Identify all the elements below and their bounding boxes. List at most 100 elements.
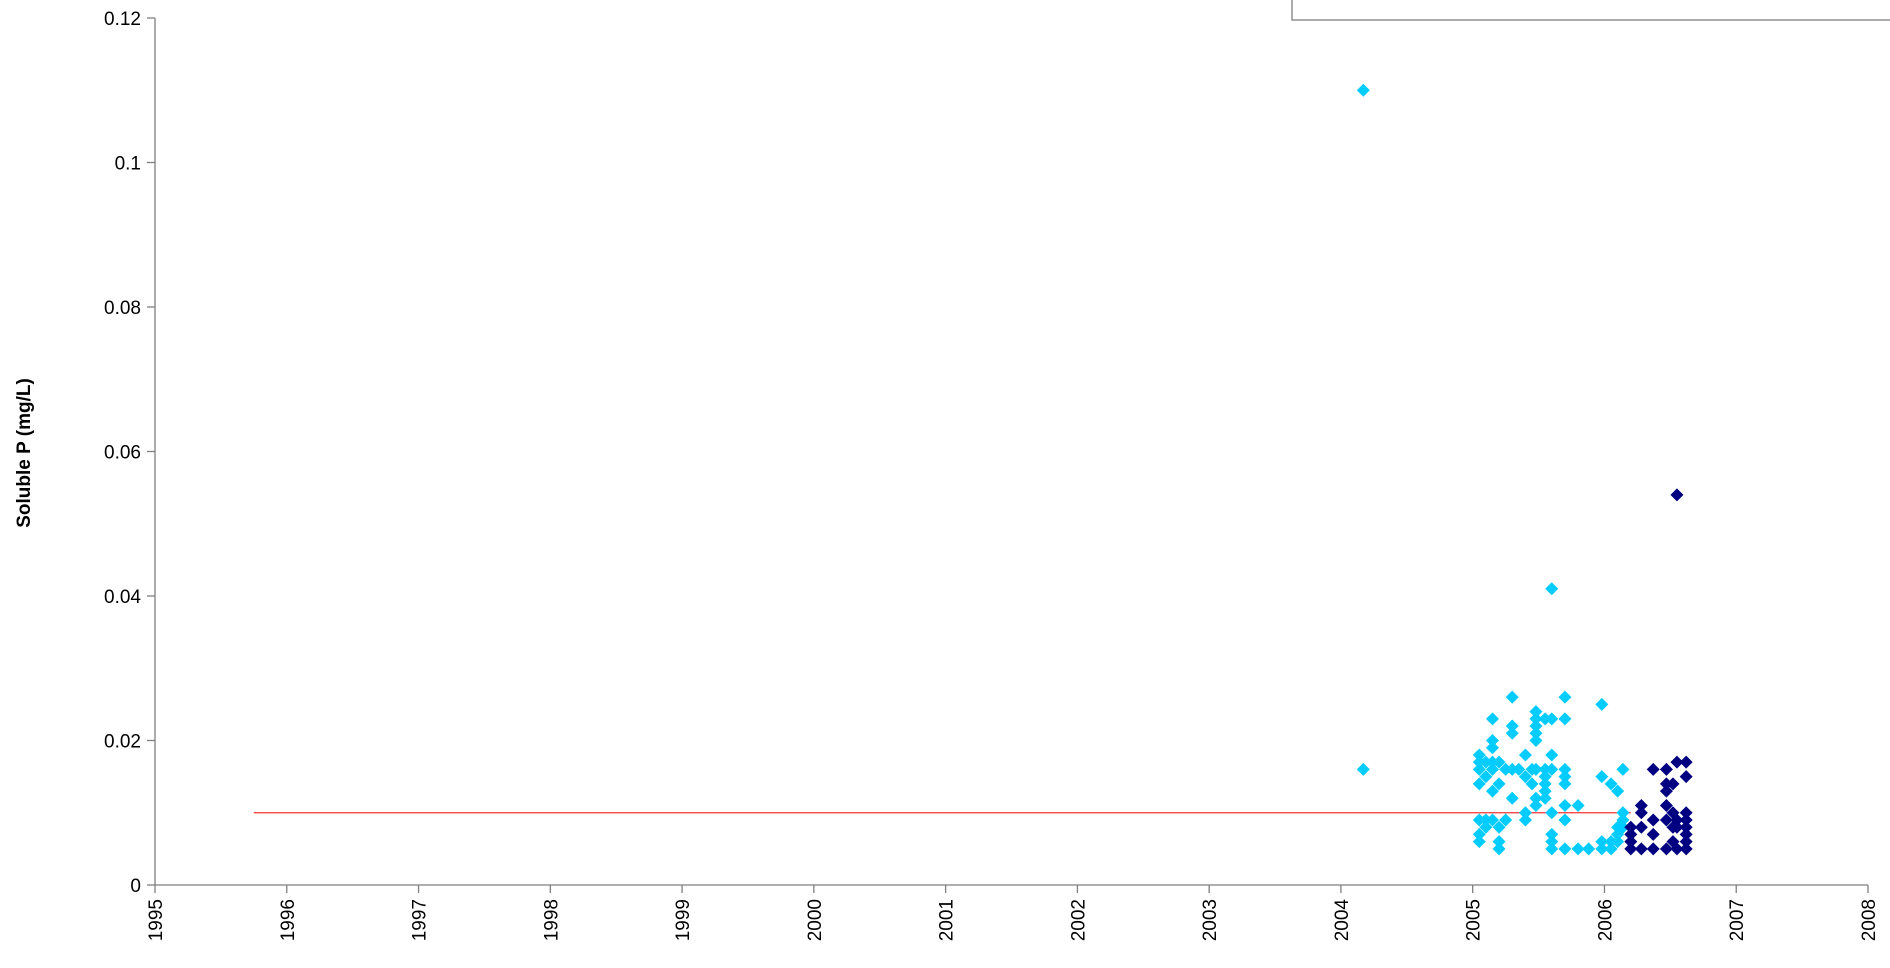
data-point-series-1 — [1595, 697, 1609, 711]
x-tick-label: 2001 — [937, 899, 958, 941]
data-point-series-1 — [1595, 842, 1609, 856]
data-point-series-1 — [1595, 770, 1609, 784]
data-point-series-1 — [1518, 748, 1532, 762]
data-point-series-1 — [1558, 712, 1572, 726]
x-axis-ticks: 1995 1996 1997 1998 1999 2000 2001 2002 2003 2004… — [146, 885, 1880, 941]
data-point-series-2 — [1679, 820, 1693, 834]
x-tick-label: 2008 — [1859, 899, 1880, 941]
legend-box — [1291, 0, 1890, 21]
x-tick-label: 1999 — [673, 899, 694, 941]
data-point-series-2 — [1679, 827, 1693, 841]
x-tick-label: 1997 — [410, 899, 431, 941]
data-point-series-1 — [1479, 755, 1493, 769]
data-point-series-1 — [1529, 726, 1543, 740]
data-point-series-1 — [1485, 813, 1499, 827]
data-point-series-1 — [1492, 835, 1506, 849]
data-point-series-1 — [1616, 820, 1630, 834]
data-point-series-1 — [1611, 784, 1625, 798]
data-point-series-2 — [1670, 842, 1684, 856]
data-point-series-1 — [1558, 690, 1572, 704]
data-point-series-1 — [1545, 827, 1559, 841]
y-axis-title: Soluble P (mg/L) — [14, 378, 35, 528]
data-point-series-1 — [1505, 762, 1519, 776]
data-point-series-1 — [1571, 799, 1585, 813]
data-point-series-1 — [1616, 813, 1630, 827]
data-point-series-1 — [1545, 762, 1559, 776]
data-point-series-2 — [1679, 770, 1693, 784]
y-tick-label: 0.1 — [115, 154, 141, 175]
data-point-series-2 — [1659, 799, 1673, 813]
data-point-series-1 — [1611, 835, 1625, 849]
data-point-series-1 — [1538, 770, 1552, 784]
data-point-series-2 — [1624, 820, 1638, 834]
data-point-series-2 — [1659, 813, 1673, 827]
data-point-series-1 — [1545, 842, 1559, 856]
data-point-series-2 — [1634, 799, 1648, 813]
data-point-series-1 — [1582, 842, 1596, 856]
y-axis-title-group: Soluble P (mg/L) — [14, 378, 35, 528]
data-point-series-1 — [1545, 835, 1559, 849]
data-point-series-1 — [1479, 820, 1493, 834]
data-point-series-2 — [1666, 777, 1680, 791]
data-points-layer — [1356, 83, 1693, 856]
data-point-series-2 — [1659, 784, 1673, 798]
data-point-series-1 — [1472, 755, 1486, 769]
y-tick-label: 0.06 — [104, 443, 141, 464]
data-point-series-1 — [1529, 719, 1543, 733]
data-point-series-1 — [1538, 762, 1552, 776]
data-point-series-2 — [1679, 842, 1693, 856]
data-point-series-1 — [1558, 777, 1572, 791]
data-point-series-1 — [1558, 799, 1572, 813]
data-point-series-1 — [1472, 827, 1486, 841]
data-point-series-1 — [1538, 777, 1552, 791]
y-tick-label: 0.02 — [104, 732, 141, 753]
data-point-series-1 — [1529, 712, 1543, 726]
x-tick-label: 2004 — [1332, 899, 1353, 942]
data-point-series-1 — [1512, 762, 1526, 776]
y-tick-label: 0.04 — [104, 587, 141, 608]
data-point-series-2 — [1670, 820, 1684, 834]
data-point-series-1 — [1479, 813, 1493, 827]
data-point-series-2 — [1670, 813, 1684, 827]
data-point-series-2 — [1679, 813, 1693, 827]
data-point-series-1 — [1538, 712, 1552, 726]
data-point-series-1 — [1616, 762, 1630, 776]
data-point-series-1 — [1558, 762, 1572, 776]
data-point-series-2 — [1634, 820, 1648, 834]
data-point-series-2 — [1624, 827, 1638, 841]
data-point-series-1 — [1472, 762, 1486, 776]
x-tick-label: 2000 — [805, 899, 826, 941]
data-point-series-2 — [1659, 777, 1673, 791]
data-point-series-1 — [1492, 755, 1506, 769]
x-tick-label: 1998 — [541, 899, 562, 941]
data-point-series-2 — [1646, 842, 1660, 856]
data-point-series-1 — [1485, 734, 1499, 747]
data-point-series-1 — [1485, 762, 1499, 776]
data-point-series-1 — [1529, 799, 1543, 813]
y-tick-label: 0 — [130, 876, 141, 897]
x-tick-label: 1996 — [278, 899, 299, 941]
data-point-series-2 — [1659, 762, 1673, 776]
data-point-series-1 — [1472, 777, 1486, 791]
data-point-series-1 — [1518, 770, 1532, 784]
data-point-series-1 — [1356, 83, 1370, 97]
data-point-series-1 — [1558, 842, 1572, 856]
data-point-series-2 — [1646, 827, 1660, 841]
data-point-series-1 — [1499, 762, 1513, 776]
data-point-series-1 — [1545, 582, 1559, 596]
data-point-series-1 — [1571, 842, 1585, 856]
data-point-series-1 — [1479, 770, 1493, 784]
data-point-series-1 — [1499, 813, 1513, 827]
data-point-series-1 — [1529, 762, 1543, 776]
data-point-series-1 — [1492, 820, 1506, 834]
data-point-series-1 — [1492, 842, 1506, 856]
data-point-series-1 — [1472, 835, 1486, 849]
data-point-series-1 — [1505, 690, 1519, 704]
data-point-series-1 — [1472, 813, 1486, 827]
x-tick-label: 1995 — [146, 899, 167, 941]
y-tick-label: 0.08 — [104, 298, 141, 319]
data-point-series-2 — [1679, 806, 1693, 820]
data-point-series-2 — [1634, 842, 1648, 856]
data-point-series-1 — [1604, 842, 1618, 856]
